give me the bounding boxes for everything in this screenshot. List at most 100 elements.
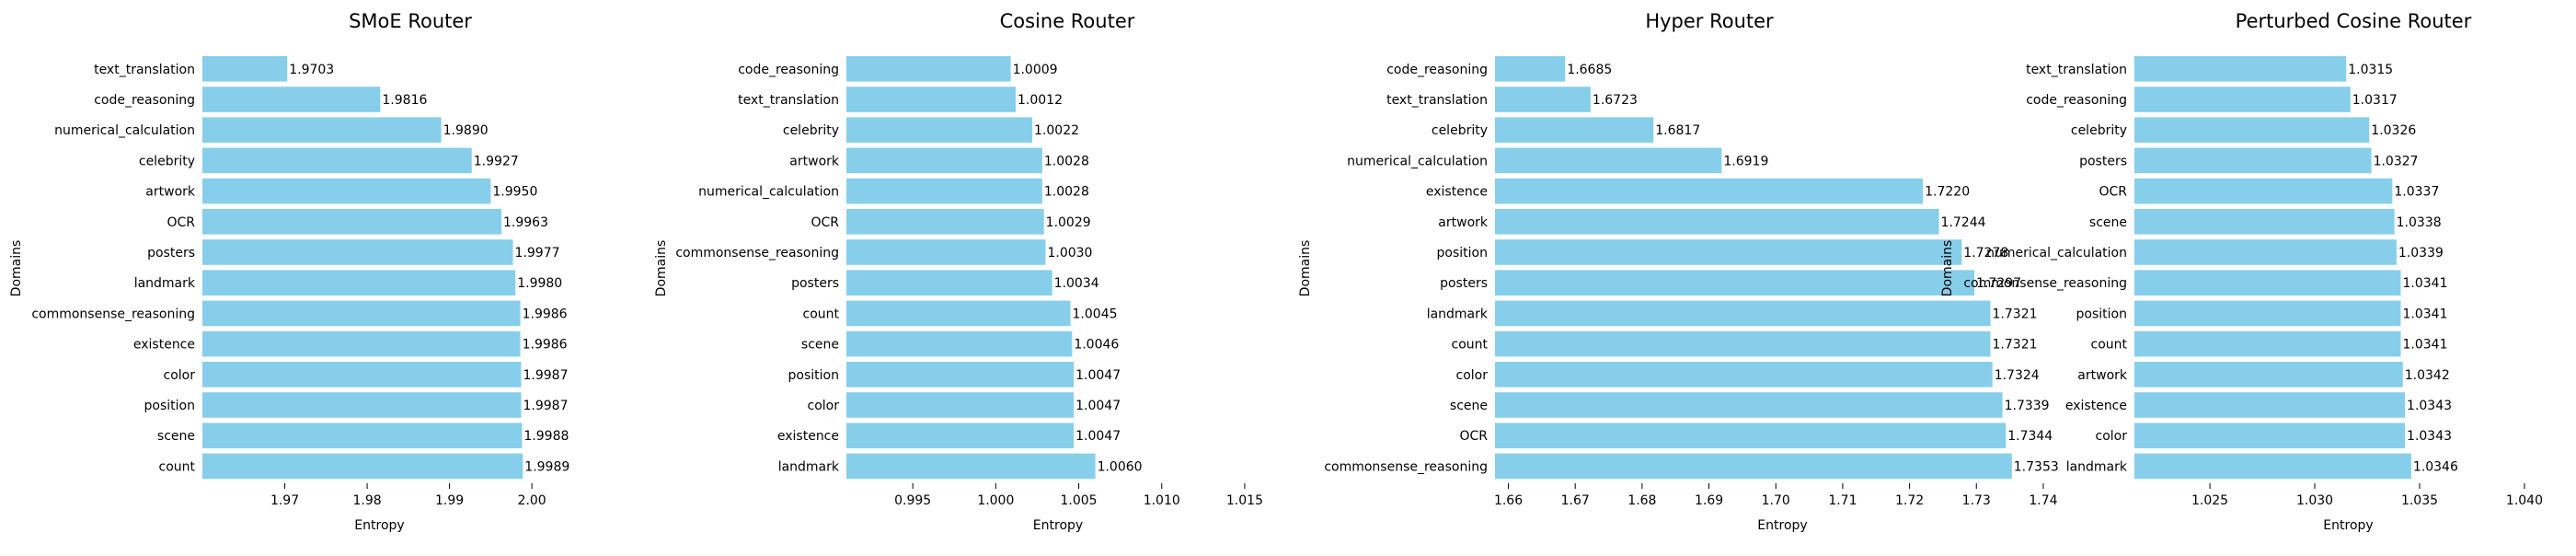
chart-title: Cosine Router [1000,10,1135,32]
category-label: count [2091,338,2128,353]
value-label: 1.0315 [2348,63,2393,77]
x-axis-label: Entropy [2323,518,2373,533]
x-tick-label: 1.015 [1226,493,1263,508]
category-label: code_reasoning [2026,93,2127,108]
value-label: 1.7244 [1941,215,1986,230]
value-label: 1.0030 [1047,246,1092,261]
value-label: 1.0327 [2374,154,2419,168]
bar-code-reasoning [846,56,1011,82]
value-label: 1.0337 [2394,185,2439,200]
category-label: celebrity [783,123,839,138]
bar-commonsense-reasoning [1495,453,2012,480]
bar-color [202,362,522,388]
value-label: 1.6919 [1723,154,1768,168]
category-label: position [144,399,195,413]
bar-posters [846,270,1052,295]
bar-landmark [846,453,1096,480]
value-label: 1.0343 [2407,429,2452,444]
category-label: scene [157,429,195,444]
bar-count [1495,330,1991,357]
chart-title: Hyper Router [1645,10,1774,32]
value-label: 1.7353 [2014,459,2059,474]
bar-ocr [2134,178,2393,204]
value-label: 1.7344 [2007,429,2053,444]
bar-posters [1495,270,1975,295]
bar-celebrity [202,147,472,174]
bar-count [846,300,1071,327]
category-label: posters [147,246,195,261]
category-label: color [164,368,196,383]
bar-scene [202,423,523,448]
value-label: 1.0341 [2402,276,2447,291]
bar-text-translation [202,56,288,82]
category-label: commonsense_reasoning [31,307,195,321]
chart-title: Perturbed Cosine Router [2236,10,2472,32]
value-label: 1.6685 [1567,63,1612,77]
value-label: 1.0047 [1075,399,1121,413]
bar-artwork [846,147,1042,174]
category-label: artwork [789,154,840,168]
category-label: code_reasoning [738,63,839,77]
category-label: artwork [2077,368,2128,383]
value-label: 1.0341 [2402,338,2447,353]
bar-ocr [1495,423,2007,448]
value-label: 1.9890 [443,123,489,138]
category-label: posters [2079,154,2127,168]
category-label: text_translation [738,93,839,108]
x-tick-label: 1.66 [1494,493,1523,508]
value-label: 1.9988 [523,429,569,444]
y-axis-label: Domains [1298,240,1313,297]
value-label: 1.9980 [517,276,562,291]
category-label: numerical_calculation [698,185,839,200]
value-label: 1.0326 [2371,123,2416,138]
bar-position [846,362,1075,388]
bar-existence [2134,392,2406,418]
category-label: count [1452,338,1489,353]
category-label: existence [1426,185,1488,200]
value-label: 1.9987 [523,368,569,383]
value-label: 1.0022 [1034,123,1079,138]
value-label: 1.9703 [289,63,334,77]
x-tick-label: 1.74 [2029,493,2057,508]
value-label: 1.9987 [523,399,569,413]
bar-count [202,453,523,480]
bar-landmark [1495,300,1991,327]
bar-posters [2134,147,2372,174]
category-label: scene [2089,215,2127,230]
category-label: text_translation [94,63,195,77]
x-axis-label: Entropy [1033,518,1083,533]
bar-numerical-calculation [846,178,1042,204]
value-label: 1.0342 [2405,368,2450,383]
bar-position [202,392,522,418]
value-label: 1.9950 [492,185,537,200]
bar-existence [1495,178,1924,204]
value-label: 1.9986 [523,307,568,321]
value-label: 1.0317 [2352,93,2398,108]
bar-commonsense-reasoning [202,300,521,327]
bar-posters [202,239,513,265]
bar-celebrity [1495,117,1654,143]
category-label: commonsense_reasoning [675,246,839,261]
category-label: celebrity [2071,123,2127,138]
value-label: 1.9986 [523,338,568,353]
x-tick-label: 2.00 [518,493,546,508]
bar-scene [846,330,1073,357]
category-label: landmark [1427,307,1489,321]
category-label: text_translation [2026,63,2127,77]
category-label: scene [801,338,839,353]
x-tick-label: 1.025 [2191,493,2228,508]
category-label: color [808,399,840,413]
value-label: 1.0028 [1044,185,1089,200]
bar-commonsense-reasoning [2134,270,2401,295]
category-label: count [159,459,196,474]
value-label: 1.0341 [2402,307,2447,321]
value-label: 1.0060 [1098,459,1143,474]
bar-color [2134,423,2406,448]
value-label: 1.0046 [1074,338,1119,353]
category-label: OCR [2099,185,2127,200]
bar-existence [846,423,1075,448]
bar-commonsense-reasoning [846,239,1046,265]
bar-text-translation [1495,87,1591,112]
x-tick-label: 1.035 [2401,493,2438,508]
